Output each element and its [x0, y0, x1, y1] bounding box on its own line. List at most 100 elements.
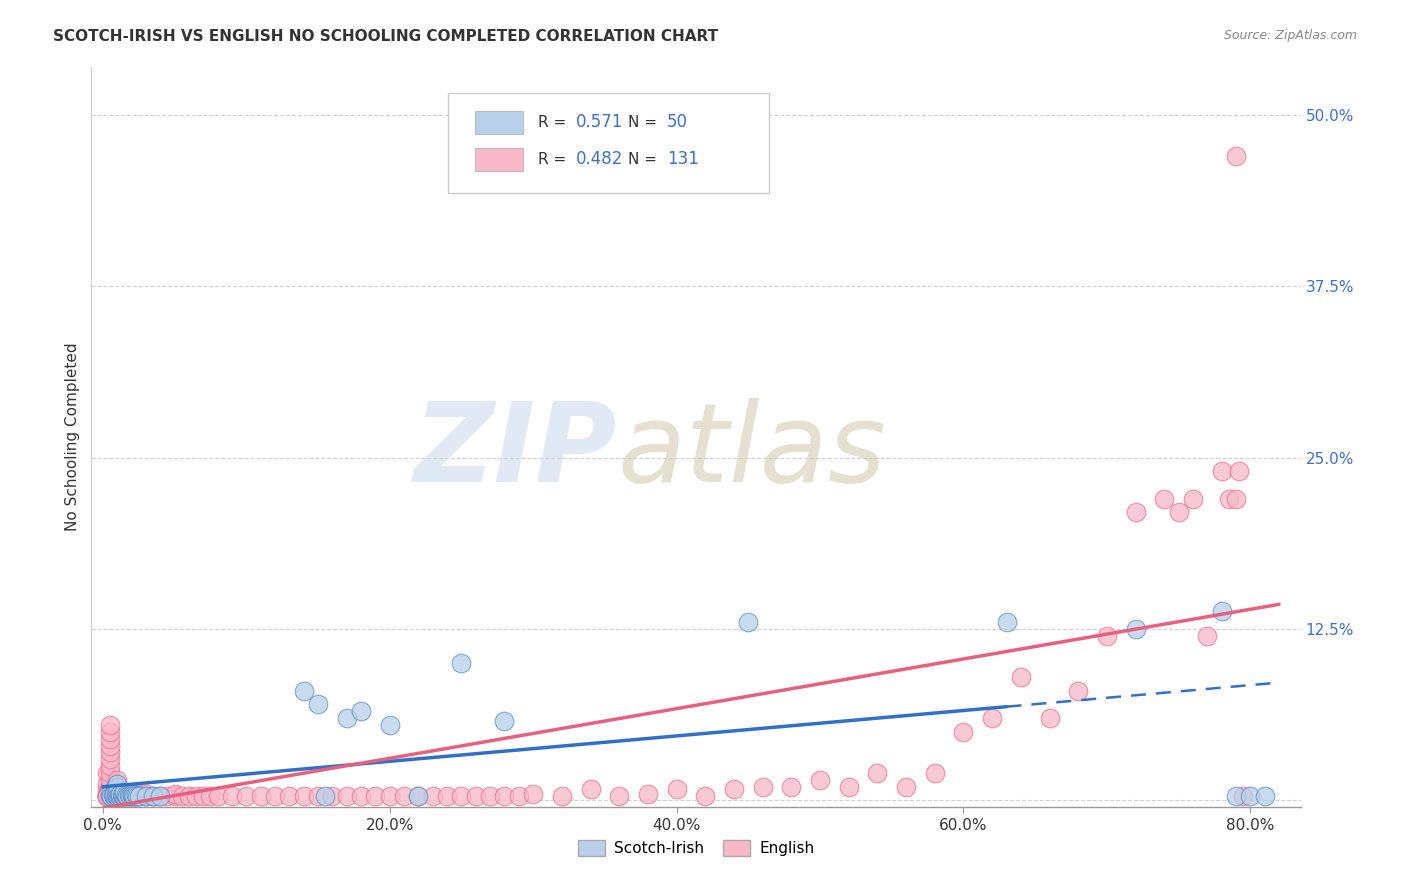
Point	[104, 788, 127, 802]
Point	[350, 704, 373, 718]
Point	[249, 789, 271, 804]
Point	[135, 787, 157, 801]
Point	[112, 785, 135, 799]
Point	[117, 789, 139, 804]
Point	[364, 789, 387, 804]
Point	[128, 789, 150, 804]
Point	[408, 789, 430, 804]
Point	[96, 787, 118, 801]
Point	[1067, 683, 1090, 698]
Text: SCOTCH-IRISH VS ENGLISH NO SCHOOLING COMPLETED CORRELATION CHART: SCOTCH-IRISH VS ENGLISH NO SCHOOLING COM…	[53, 29, 718, 44]
Point	[108, 789, 131, 804]
Point	[118, 789, 141, 804]
Point	[292, 789, 315, 804]
Point	[112, 789, 135, 804]
Point	[100, 789, 122, 804]
Point	[98, 766, 121, 780]
Point	[96, 789, 118, 804]
Legend: Scotch-Irish, English: Scotch-Irish, English	[571, 834, 821, 863]
Point	[103, 789, 125, 804]
Point	[111, 789, 134, 804]
Point	[96, 789, 118, 804]
Point	[122, 788, 145, 802]
Point	[1211, 464, 1233, 478]
Point	[114, 789, 136, 804]
Point	[264, 789, 287, 804]
Point	[107, 788, 129, 802]
Point	[235, 789, 257, 804]
Text: 131: 131	[666, 151, 699, 169]
FancyBboxPatch shape	[475, 111, 523, 135]
Point	[96, 789, 118, 804]
Point	[112, 789, 135, 804]
Text: 50: 50	[666, 113, 688, 131]
Point	[100, 789, 122, 804]
Point	[105, 782, 128, 797]
Point	[98, 759, 121, 773]
Point	[98, 787, 121, 801]
Point	[665, 782, 688, 797]
Point	[98, 772, 121, 787]
Point	[107, 789, 129, 804]
Text: 0.482: 0.482	[576, 151, 624, 169]
Point	[995, 615, 1018, 630]
Point	[1225, 491, 1247, 506]
Point	[1232, 789, 1254, 804]
Point	[101, 787, 124, 801]
Point	[97, 789, 120, 804]
Point	[98, 739, 121, 753]
Point	[1125, 506, 1147, 520]
Point	[808, 772, 831, 787]
Point	[121, 789, 143, 804]
Point	[135, 789, 157, 804]
Point	[111, 789, 134, 804]
Point	[103, 789, 125, 804]
Point	[117, 789, 139, 804]
Point	[1167, 506, 1189, 520]
Point	[105, 785, 128, 799]
Point	[1197, 629, 1219, 643]
Point	[107, 787, 129, 801]
Point	[97, 787, 120, 801]
Point	[112, 789, 135, 804]
Point	[464, 789, 486, 804]
Text: R =: R =	[537, 152, 571, 167]
Text: ZIP: ZIP	[413, 399, 617, 506]
Point	[97, 782, 120, 797]
Text: R =: R =	[537, 115, 571, 130]
Point	[103, 787, 125, 801]
Point	[128, 789, 150, 804]
Point	[125, 789, 148, 804]
Point	[1227, 464, 1250, 478]
Point	[221, 789, 243, 804]
Point	[723, 782, 745, 797]
Point	[108, 787, 131, 801]
Point	[118, 788, 141, 802]
Point	[695, 789, 717, 804]
Point	[981, 711, 1004, 725]
Point	[101, 788, 124, 802]
Point	[105, 789, 128, 804]
Point	[120, 789, 142, 804]
Point	[110, 787, 132, 801]
Point	[378, 718, 401, 732]
Point	[124, 789, 146, 804]
Point	[112, 787, 135, 801]
Point	[108, 789, 131, 804]
Point	[96, 789, 118, 804]
Point	[128, 787, 150, 801]
Point	[105, 788, 128, 802]
Point	[110, 789, 132, 804]
Point	[163, 789, 186, 804]
Point	[1225, 789, 1247, 804]
Point	[112, 787, 135, 801]
Point	[127, 789, 149, 804]
FancyBboxPatch shape	[449, 93, 769, 193]
Point	[350, 789, 373, 804]
Point	[170, 789, 193, 804]
Y-axis label: No Schooling Completed: No Schooling Completed	[65, 343, 80, 532]
Point	[1181, 491, 1204, 506]
Point	[637, 787, 659, 801]
Point	[104, 789, 127, 804]
Point	[866, 766, 889, 780]
